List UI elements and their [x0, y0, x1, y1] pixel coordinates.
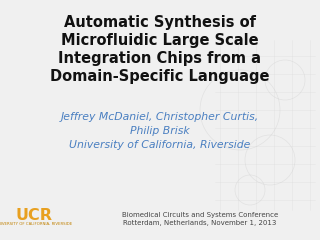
- Text: Automatic Synthesis of
Microfluidic Large Scale
Integration Chips from a
Domain-: Automatic Synthesis of Microfluidic Larg…: [50, 15, 270, 84]
- Text: UNIVERSITY OF CALIFORNIA, RIVERSIDE: UNIVERSITY OF CALIFORNIA, RIVERSIDE: [0, 222, 73, 226]
- Text: UCR: UCR: [15, 208, 52, 223]
- Text: Biomedical Circuits and Systems Conference
Rotterdam, Netherlands, November 1, 2: Biomedical Circuits and Systems Conferen…: [122, 212, 278, 226]
- Text: Jeffrey McDaniel, Christopher Curtis,
Philip Brisk
University of California, Riv: Jeffrey McDaniel, Christopher Curtis, Ph…: [61, 112, 259, 150]
